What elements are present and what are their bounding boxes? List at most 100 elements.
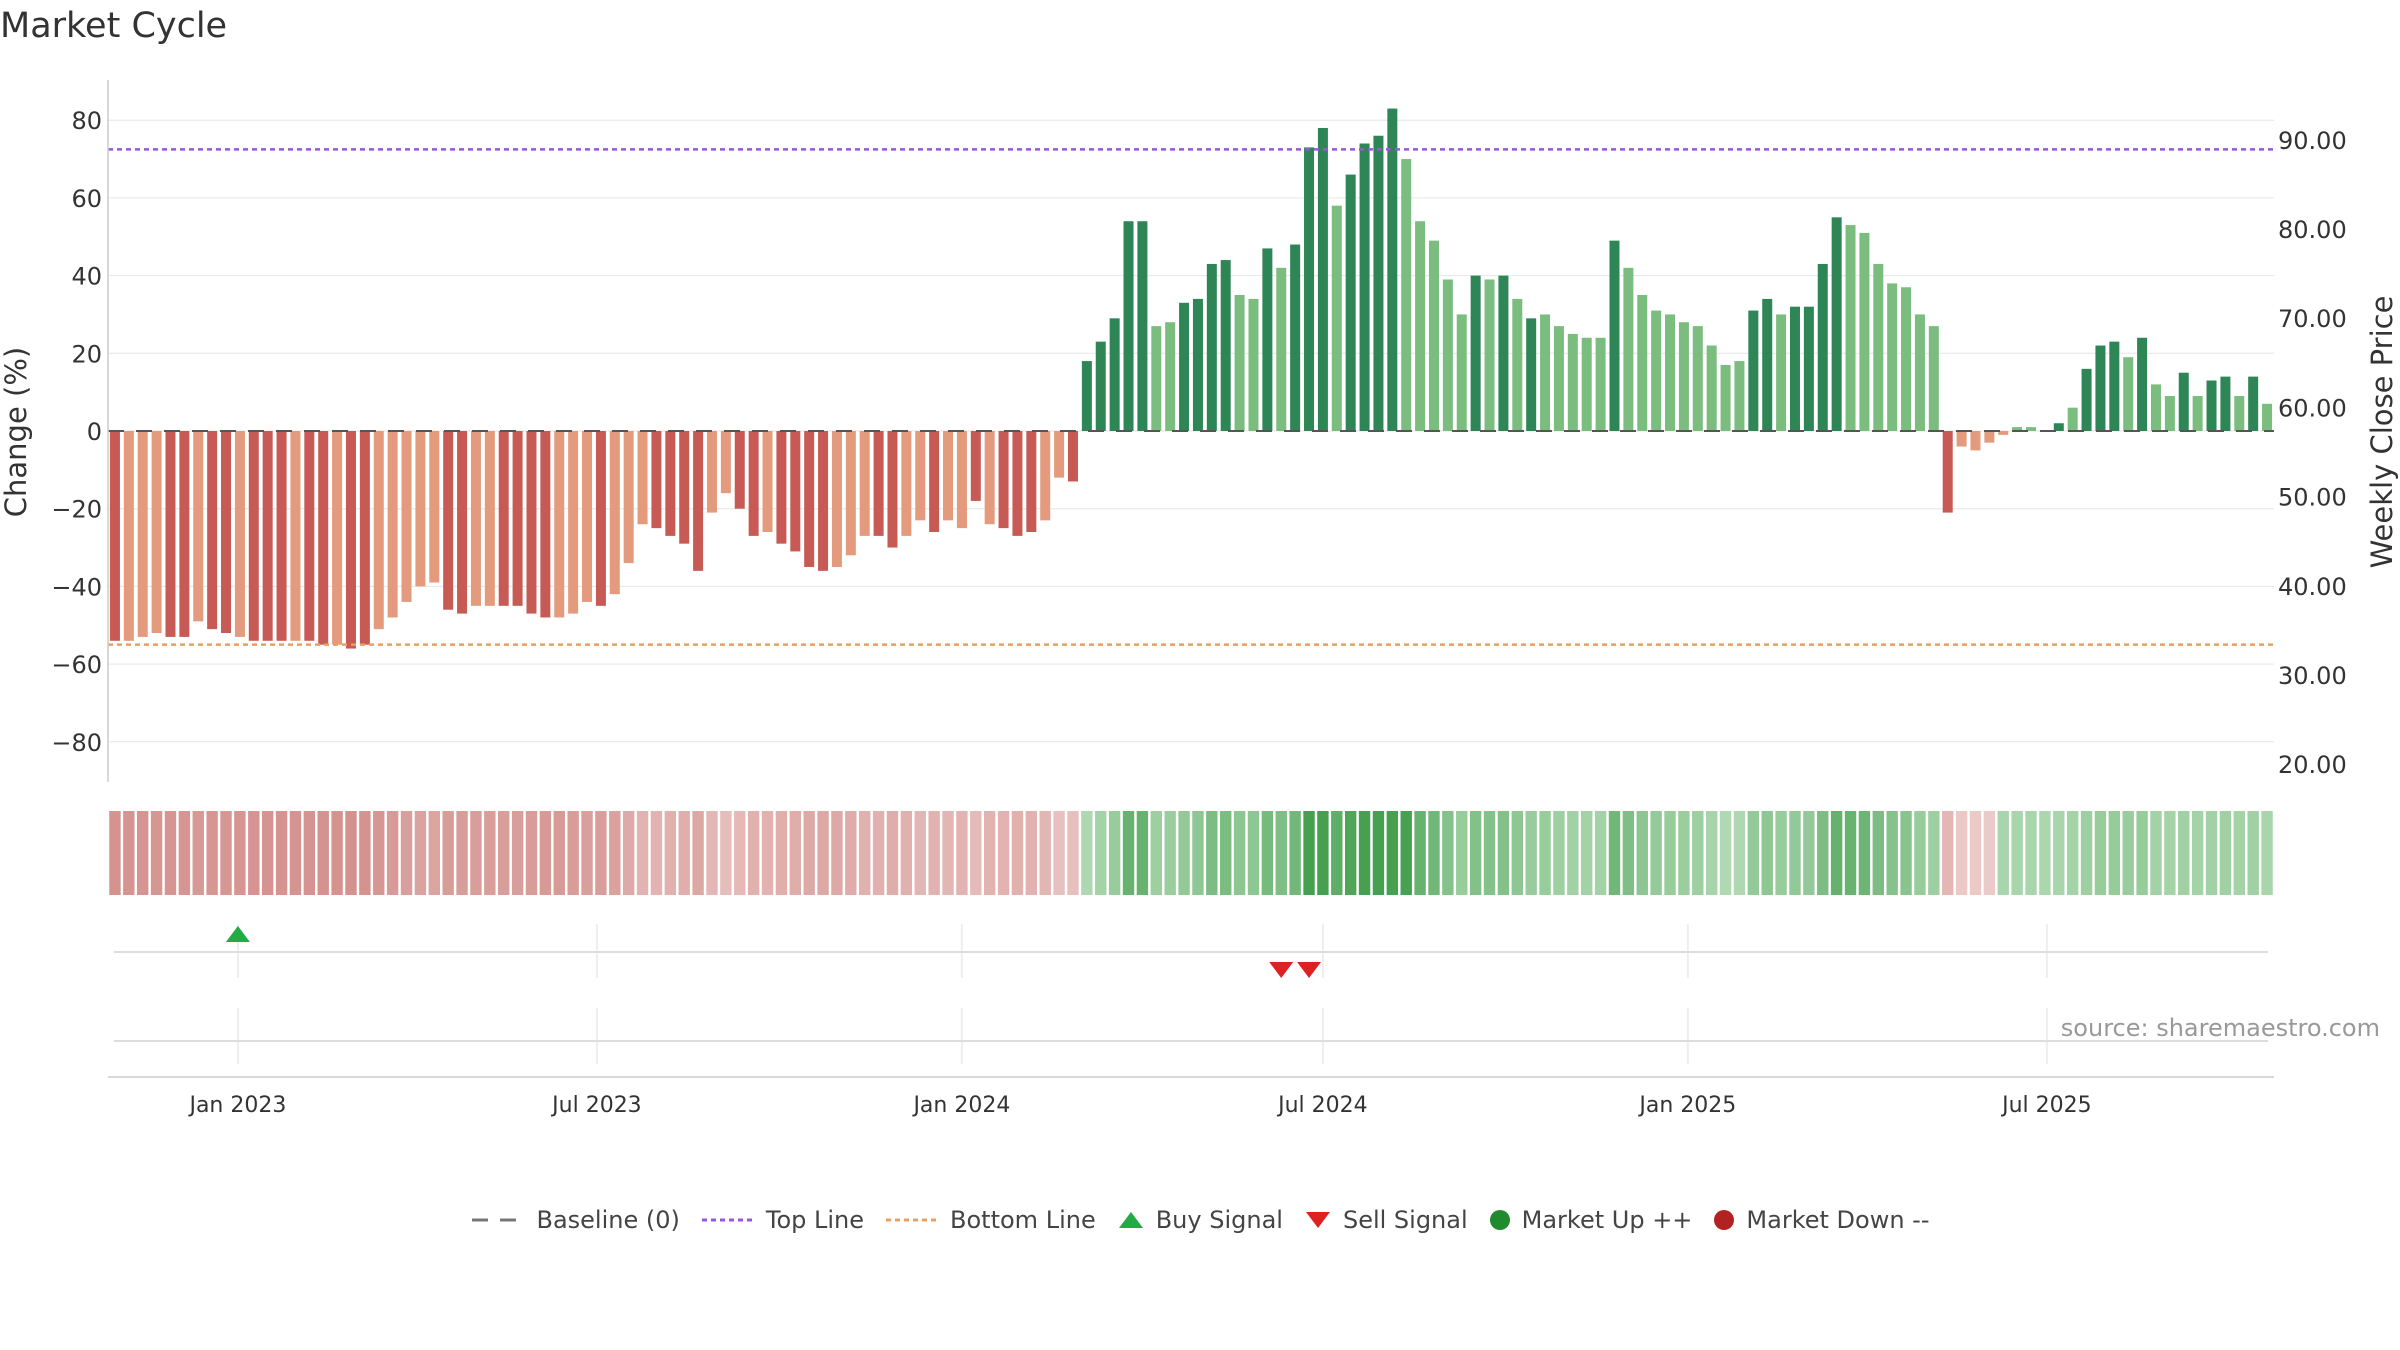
bar: [290, 431, 301, 641]
heat-cell: [761, 811, 774, 895]
bar: [1012, 431, 1023, 536]
bar: [2178, 372, 2189, 431]
legend-baseline[interactable]: Baseline (0): [470, 1206, 680, 1234]
triangle-down-icon: [1305, 1212, 1330, 1228]
heat-cell: [261, 811, 274, 895]
heat-cell: [1719, 811, 1732, 895]
bar: [1498, 275, 1509, 431]
heat-cell: [900, 811, 913, 895]
bar: [2026, 427, 2037, 431]
bar: [1734, 361, 1745, 431]
bar: [1859, 232, 1870, 431]
bar: [248, 431, 259, 641]
heat-cell: [289, 811, 302, 895]
legend-market-up[interactable]: Market Up ++: [1488, 1206, 1692, 1234]
heat-cell: [220, 811, 232, 895]
heat-cell: [983, 811, 996, 895]
heat-cell: [2136, 811, 2148, 895]
dash-line-icon: [472, 1218, 525, 1222]
bar: [2067, 407, 2078, 431]
bar: [1914, 314, 1925, 431]
bar: [1873, 263, 1884, 431]
bar: [1845, 225, 1856, 431]
bar: [345, 431, 356, 649]
heat-cell: [1122, 811, 1135, 895]
bar: [956, 431, 967, 529]
bar: [943, 431, 954, 521]
heat-cell: [1456, 811, 1468, 895]
heat-cell: [1067, 811, 1079, 895]
heat-cell: [137, 811, 149, 895]
y-tick-label: 80: [71, 107, 102, 135]
y2-tick-label: 90.00: [2278, 127, 2347, 155]
bar: [1998, 431, 2009, 435]
reference-lines: [108, 148, 2274, 646]
heat-cell: [1233, 811, 1246, 895]
bar: [1331, 205, 1342, 431]
heat-cell: [1928, 811, 1940, 895]
heat-cell: [2025, 811, 2037, 895]
bar: [2248, 376, 2259, 431]
bar: [1151, 326, 1162, 431]
bar: [1928, 326, 1939, 431]
bar: [929, 431, 940, 533]
heat-cell: [928, 811, 940, 895]
bar: [804, 431, 815, 567]
heat-cell: [2233, 811, 2245, 895]
bar: [1831, 217, 1842, 431]
bar: [276, 431, 287, 641]
y2-tick-label: 60.00: [2278, 394, 2347, 422]
heat-cell: [1844, 811, 1857, 895]
legend-sell-signal[interactable]: Sell Signal: [1303, 1206, 1468, 1234]
bar: [998, 431, 1009, 529]
circle-icon: [1714, 1210, 1735, 1230]
bar: [1179, 302, 1190, 431]
bar: [512, 431, 523, 606]
bar: [873, 431, 884, 536]
bar: [1567, 333, 1578, 432]
heat-cell: [525, 811, 538, 895]
heat-cell: [872, 811, 885, 895]
y2-tick-label: 40.00: [2278, 573, 2347, 601]
heat-cell: [303, 811, 316, 895]
heat-cell: [1567, 811, 1579, 895]
bar: [970, 431, 981, 501]
y2-axis-label: Weekly Close Price: [2365, 296, 2399, 569]
heat-cell: [1261, 811, 1274, 895]
heat-cell: [1608, 811, 1621, 895]
legend-buy-signal[interactable]: Buy Signal: [1116, 1206, 1283, 1234]
bar: [1428, 240, 1439, 431]
heat-cell: [1414, 811, 1426, 895]
legend-buy-signal-label: Buy Signal: [1155, 1206, 1283, 1234]
bar: [609, 431, 620, 595]
heat-cell: [1400, 811, 1412, 895]
legend-top-line[interactable]: Top Line: [700, 1206, 864, 1234]
heat-cell: [373, 811, 385, 895]
x-tick-label: Jan 2025: [1637, 1093, 1736, 1118]
heat-cell: [775, 811, 788, 895]
bar: [915, 431, 926, 521]
heat-cell: [164, 811, 177, 895]
heat-cell: [1997, 811, 2009, 895]
heat-cell: [650, 811, 663, 895]
bar: [1956, 431, 1967, 447]
heat-cell: [1011, 811, 1024, 895]
bar: [1248, 298, 1259, 431]
y-tick-label: −80: [51, 729, 102, 757]
heat-cell: [1553, 811, 1565, 895]
bar: [304, 431, 315, 641]
legend-market-down[interactable]: Market Down --: [1712, 1206, 1930, 1234]
legend-sell-signal-label: Sell Signal: [1342, 1206, 1468, 1234]
heat-cell: [1678, 811, 1690, 895]
heat-cell: [345, 811, 357, 895]
circle-icon: [1489, 1210, 1510, 1230]
bar: [373, 431, 384, 630]
heat-cell: [498, 811, 510, 895]
bar: [415, 431, 426, 587]
bar: [1220, 260, 1231, 431]
bar: [706, 431, 717, 513]
heat-cell: [2080, 811, 2093, 895]
heat-cell: [2066, 811, 2079, 895]
legend-bottom-line[interactable]: Bottom Line: [884, 1206, 1096, 1234]
source-credit: source: sharemaestro.com: [2060, 1014, 2380, 1042]
